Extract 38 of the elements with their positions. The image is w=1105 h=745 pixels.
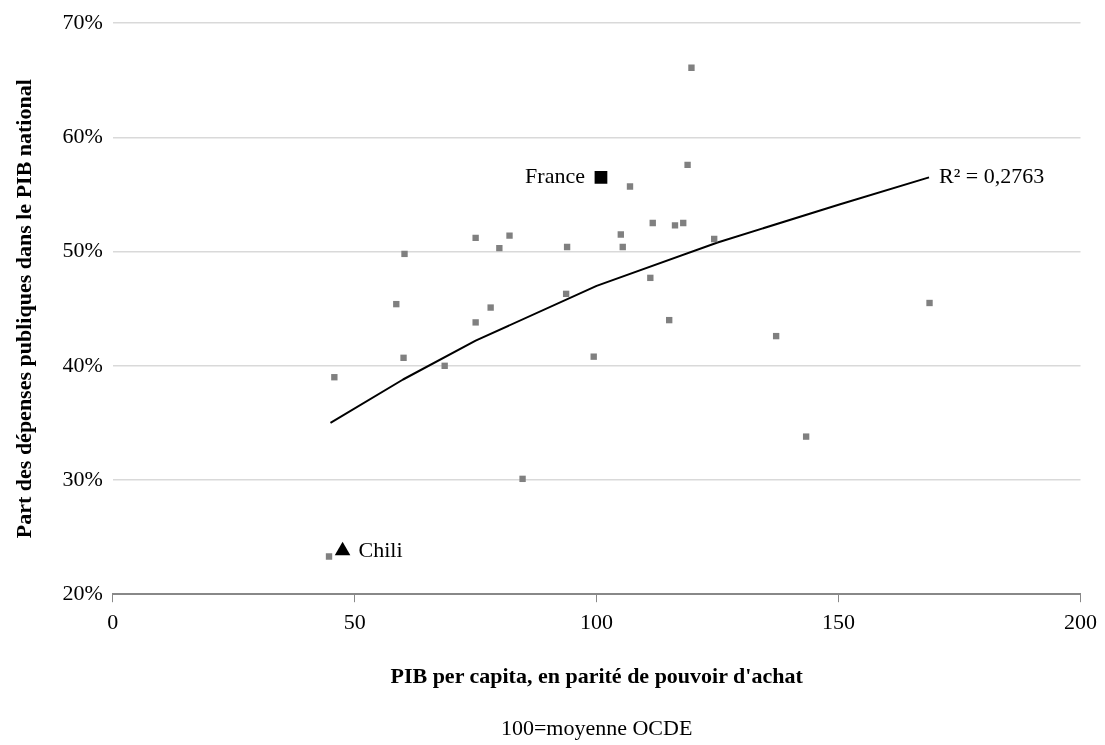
point (802, 433, 810, 440)
y-tick-label: 50% (62, 237, 103, 263)
point (647, 274, 654, 282)
point (688, 64, 695, 71)
series-label: France (525, 163, 585, 189)
x-tick-label: 100 (580, 609, 614, 635)
point (926, 299, 933, 307)
x-tick-label: 0 (107, 609, 119, 635)
point (671, 222, 679, 229)
point (626, 183, 634, 190)
point (684, 161, 691, 168)
x-tick-label: 50 (343, 609, 366, 635)
y-tick-label: 60% (62, 123, 103, 149)
point (506, 232, 513, 239)
point (325, 553, 333, 560)
point (472, 319, 479, 326)
text: 100=moyenne OCDE (500, 715, 693, 740)
point (331, 374, 338, 381)
point (472, 234, 479, 242)
series-label: Chili (358, 536, 403, 562)
point (487, 304, 494, 311)
point (400, 354, 407, 361)
y-tick-label: 40% (62, 351, 103, 377)
x-axis-title: PIB per capita, en parité de pouvoir d'achat (390, 663, 804, 689)
annotation: R² = 0,2763 (939, 163, 1045, 189)
point (496, 244, 503, 252)
y-axis-title: Part des dépenses publiques dans le PIB national (10, 79, 36, 539)
point (401, 250, 408, 258)
point (441, 362, 448, 369)
y-tick-label: 20% (62, 579, 103, 605)
point (590, 353, 597, 360)
y-tick-label: 70% (62, 8, 103, 34)
x-tick-label: 150 (822, 609, 856, 635)
y-tick-label: 30% (62, 465, 103, 491)
point (617, 231, 624, 238)
x-tick-label: 200 (1064, 609, 1097, 635)
point (594, 171, 608, 184)
point (519, 475, 526, 483)
